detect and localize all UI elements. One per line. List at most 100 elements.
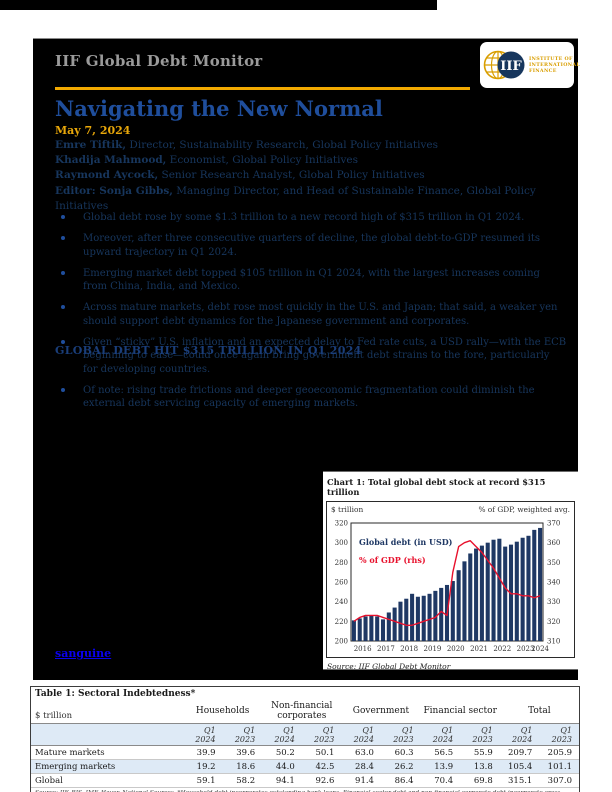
table-group-header-row: $ trillion Households Non-financial corpor… bbox=[31, 700, 579, 724]
bullet-item: Moreover, after three consecutive quarte… bbox=[55, 232, 567, 259]
publication-date: May 7, 2024 bbox=[55, 124, 131, 137]
svg-text:% of GDP (rhs): % of GDP (rhs) bbox=[359, 555, 426, 565]
svg-text:2021: 2021 bbox=[470, 645, 488, 653]
svg-text:220: 220 bbox=[335, 618, 348, 626]
bullet-item: Given “sticky” U.S. inflation and an exp… bbox=[55, 336, 567, 377]
bullet-marker-icon bbox=[61, 270, 65, 275]
table-period-label: Q1 2024 bbox=[183, 723, 223, 746]
svg-text:330: 330 bbox=[547, 598, 560, 606]
table-period-label: Q1 2024 bbox=[341, 723, 381, 746]
iif-logo-org-name: Institute of International Finance bbox=[529, 56, 581, 74]
debt-chart: 200 220 240 260 280 300 320 310 320 330 340 350 360 3… bbox=[335, 520, 561, 654]
bullet-marker-icon bbox=[61, 387, 65, 392]
svg-text:260: 260 bbox=[335, 579, 348, 587]
table-footnote: Source: IIF, BIS, IMF, Haver, National S… bbox=[31, 788, 579, 792]
author-line: Editor: Sonja Gibbs, Managing Director, … bbox=[55, 184, 536, 212]
table-cell: 58.2 bbox=[222, 773, 263, 788]
chart-axis-headers: $ trillion % of GDP, weighted avg. bbox=[330, 505, 571, 515]
table-cell: 18.6 bbox=[222, 759, 263, 774]
table-row: Emerging markets 19.2 18.6 44.0 42.5 28.4 26.2… bbox=[31, 759, 579, 774]
svg-text:200: 200 bbox=[335, 638, 348, 646]
key-takeaways-bullet-list: Global debt rose by some $1.3 trillion t… bbox=[55, 211, 567, 418]
table-cell: 19.2 bbox=[183, 759, 223, 774]
table-row: Mature markets 39.9 39.6 50.2 50.1 63.0 60.3 56… bbox=[31, 745, 579, 760]
author-line: Emre Tiftik, Director, Sustainability Re… bbox=[55, 139, 438, 151]
bullet-marker-icon bbox=[61, 339, 65, 344]
table-cell: 50.2 bbox=[262, 745, 302, 760]
svg-text:320: 320 bbox=[335, 520, 348, 528]
svg-text:2020: 2020 bbox=[447, 645, 465, 653]
table-cell: 69.8 bbox=[460, 773, 500, 788]
svg-text:310: 310 bbox=[547, 638, 560, 646]
svg-text:IIF: IIF bbox=[500, 59, 522, 74]
table-cell: 56.5 bbox=[420, 745, 461, 760]
sectoral-indebtedness-table: Table 1: Sectoral Indebtedness* $ trilli… bbox=[30, 686, 580, 792]
iif-globe-icon: IIF bbox=[483, 50, 525, 80]
masthead-title: IIF Global Debt Monitor bbox=[55, 52, 263, 70]
table-period-label: Q1 2023 bbox=[380, 723, 421, 746]
svg-text:Global debt (in USD): Global debt (in USD) bbox=[359, 537, 453, 547]
table-grid: $ trillion Households Non-financial corpor… bbox=[31, 700, 579, 788]
svg-text:2023: 2023 bbox=[517, 645, 535, 653]
iif-logo: IIF Institute of International Finance bbox=[480, 42, 580, 88]
chart-title: Chart 1: Total global debt stock at reco… bbox=[327, 477, 546, 497]
table-cell: 39.6 bbox=[222, 745, 263, 760]
table-period-label: Q1 2023 bbox=[539, 723, 579, 746]
bullet-marker-icon bbox=[61, 305, 65, 309]
table-cell: 70.4 bbox=[420, 773, 461, 788]
svg-text:360: 360 bbox=[547, 539, 560, 547]
table-period-label: Q1 2024 bbox=[262, 723, 302, 746]
table-cell: 94.1 bbox=[262, 773, 302, 788]
table-title: Table 1: Sectoral Indebtedness* bbox=[35, 689, 196, 699]
table-unit-label: $ trillion bbox=[35, 711, 73, 721]
table-cell: 26.2 bbox=[380, 759, 421, 774]
chart-panel: Chart 1: Total global debt stock at reco… bbox=[323, 471, 578, 671]
left-axis-header: $ trillion bbox=[331, 505, 364, 514]
table-group-header: Non-financial corporates bbox=[271, 701, 333, 721]
bullet-marker-icon bbox=[61, 236, 65, 240]
svg-text:2016: 2016 bbox=[354, 645, 372, 653]
table-cell: 92.6 bbox=[301, 773, 342, 788]
table-cell: 13.8 bbox=[460, 759, 500, 774]
table-cell: 63.0 bbox=[341, 745, 381, 760]
table-cell: 44.0 bbox=[262, 759, 302, 774]
table-row-label: Global bbox=[31, 773, 183, 788]
svg-text:2018: 2018 bbox=[400, 645, 418, 653]
table-period-label: Q1 2023 bbox=[222, 723, 263, 746]
table-cell: 55.9 bbox=[460, 745, 500, 760]
bullet-item: Emerging market debt topped $105 trillio… bbox=[55, 267, 567, 294]
table-period-label: Q1 2023 bbox=[460, 723, 500, 746]
bullet-marker-icon bbox=[61, 215, 65, 219]
chart-source: Source: IIF Global Debt Monitor bbox=[327, 662, 451, 671]
svg-text:320: 320 bbox=[547, 618, 560, 626]
table-period-row: Q1 2024 Q1 2023 Q1 2024 Q1 2023 Q1 2024 Q1 20… bbox=[31, 723, 579, 746]
table-cell: 28.4 bbox=[341, 759, 381, 774]
sanguine-hyperlink[interactable]: sanguine bbox=[55, 647, 112, 660]
table-cell: 307.0 bbox=[539, 773, 579, 788]
table-cell: 42.5 bbox=[301, 759, 342, 774]
table-group-header: Government bbox=[352, 706, 410, 716]
chart-figure: $ trillion % of GDP, weighted avg. 200 22… bbox=[326, 501, 575, 658]
bullet-item: Across mature markets, debt rose most qu… bbox=[55, 301, 567, 328]
author-line: Raymond Aycock, Senior Research Analyst,… bbox=[55, 169, 425, 182]
table-cell: 86.4 bbox=[380, 773, 421, 788]
table-row-label: Mature markets bbox=[31, 745, 183, 760]
svg-text:2017: 2017 bbox=[377, 645, 395, 653]
svg-text:240: 240 bbox=[335, 598, 348, 606]
table-cell: 50.1 bbox=[301, 745, 342, 760]
table-cell: 105.4 bbox=[499, 759, 540, 774]
table-group-header: Total bbox=[528, 706, 551, 716]
table-period-label: Q1 2024 bbox=[499, 723, 540, 746]
table-group-header: Financial sector bbox=[423, 706, 497, 716]
masthead-gold-rule bbox=[55, 87, 470, 90]
svg-text:350: 350 bbox=[547, 559, 560, 567]
table-period-label: Q1 2023 bbox=[301, 723, 342, 746]
top-black-strip bbox=[0, 0, 437, 10]
table-cell: 209.7 bbox=[499, 745, 540, 760]
svg-text:280: 280 bbox=[335, 559, 348, 567]
svg-text:2022: 2022 bbox=[493, 645, 511, 653]
bullet-item: Global debt rose by some $1.3 trillion t… bbox=[55, 211, 567, 225]
right-axis-header: % of GDP, weighted avg. bbox=[478, 505, 570, 514]
table-cell: 59.1 bbox=[183, 773, 223, 788]
